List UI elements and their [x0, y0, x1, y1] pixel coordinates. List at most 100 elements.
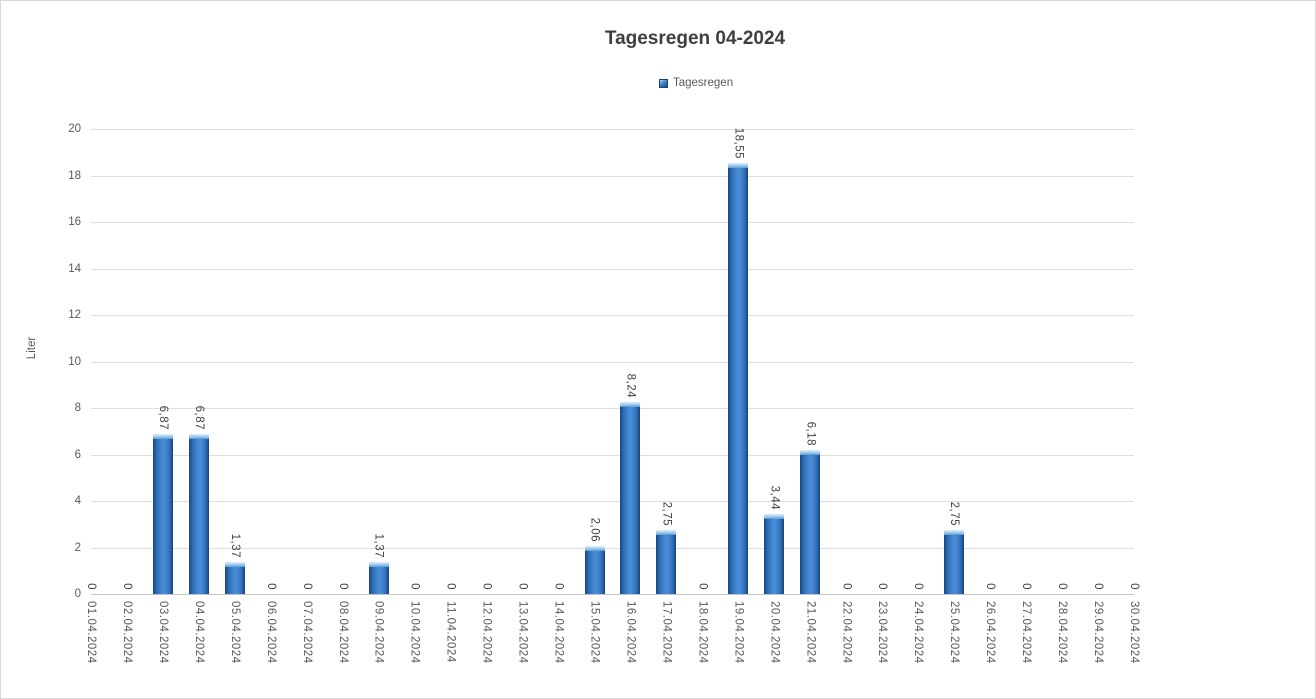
data-label: 1,37	[228, 533, 241, 559]
data-label: 0	[912, 583, 925, 590]
data-label: 0	[840, 583, 853, 590]
data-label: 0	[444, 583, 457, 590]
data-label: 0	[300, 583, 313, 590]
x-axis-tick-label: 12.04.2024	[480, 601, 493, 664]
x-axis-tick-label: 19.04.2024	[732, 601, 745, 664]
gridline	[91, 315, 1134, 316]
data-label: 0	[1056, 583, 1069, 590]
x-axis-tick-label: 27.04.2024	[1020, 601, 1033, 664]
bar-top-highlight	[620, 402, 641, 408]
x-axis-tick-label: 21.04.2024	[804, 601, 817, 664]
x-axis-tick-label: 24.04.2024	[912, 601, 925, 664]
gridline	[91, 129, 1134, 130]
x-axis-tick-label: 18.04.2024	[696, 601, 709, 664]
bar-top-highlight	[584, 546, 605, 552]
x-axis-tick-label: 22.04.2024	[840, 601, 853, 664]
x-axis-tick-label: 15.04.2024	[588, 601, 601, 664]
data-label: 8,24	[624, 374, 637, 399]
y-axis-title: Liter	[26, 336, 38, 360]
bar-top-highlight	[944, 530, 965, 536]
data-label: 0	[1128, 583, 1140, 590]
bar-top-highlight	[152, 434, 173, 440]
data-label: 0	[408, 583, 421, 590]
x-axis-tick-label: 29.04.2024	[1092, 601, 1105, 664]
bar-top-highlight	[368, 562, 389, 568]
data-label: 0	[516, 583, 529, 590]
y-axis-tick-label: 0	[74, 588, 81, 600]
data-label: 1,37	[372, 533, 385, 559]
x-axis-tick-label: 28.04.2024	[1056, 601, 1069, 664]
bar[interactable]	[584, 546, 605, 594]
bar-top-highlight	[728, 162, 749, 168]
bar[interactable]	[656, 530, 677, 594]
y-axis-tick-label: 10	[68, 355, 81, 368]
gridline	[91, 175, 1134, 177]
bar-top-highlight	[188, 434, 209, 440]
x-axis-tick-label: 06.04.2024	[264, 601, 277, 664]
data-label: 0	[876, 583, 889, 590]
x-axis-tick-label: 02.04.2024	[120, 601, 133, 664]
gridline	[91, 222, 1134, 223]
x-axis-tick-label: 16.04.2024	[624, 601, 637, 664]
data-label: 0	[336, 583, 349, 590]
x-axis-tick-label: 23.04.2024	[876, 601, 889, 664]
data-label: 0	[984, 583, 997, 590]
bar[interactable]	[620, 402, 641, 594]
data-label: 0	[120, 583, 133, 590]
x-axis-tick-label: 11.04.2024	[444, 601, 457, 663]
y-axis-tick-label: 14	[68, 262, 81, 275]
data-label: 0	[1092, 583, 1105, 590]
bar[interactable]	[800, 450, 821, 594]
y-axis-tick-label: 16	[68, 216, 81, 228]
gridline	[91, 268, 1134, 270]
chart-title: Tagesregen 04-2024	[604, 28, 786, 49]
x-axis-tick-label: 17.04.2024	[660, 601, 673, 664]
bar-top-highlight	[764, 514, 785, 520]
bar[interactable]	[152, 434, 173, 594]
gridline	[91, 454, 1134, 456]
data-label: 18,55	[732, 127, 745, 159]
x-axis-tick-label: 25.04.2024	[948, 601, 961, 664]
x-axis-tick-label: 08.04.2024	[336, 601, 349, 664]
x-axis-tick-label: 14.04.2024	[552, 601, 565, 664]
data-label: 0	[552, 583, 565, 590]
bar[interactable]	[764, 514, 785, 594]
data-label: 3,44	[768, 485, 781, 511]
data-label: 0	[1020, 583, 1033, 590]
x-axis-tick-label: 03.04.2024	[156, 601, 169, 664]
bar[interactable]	[224, 562, 245, 594]
data-label: 2,75	[660, 501, 673, 527]
data-label: 6,87	[156, 405, 169, 431]
data-label: 2,06	[588, 517, 601, 543]
bar-top-highlight	[800, 450, 821, 456]
y-axis-tick-label: 12	[68, 309, 81, 321]
gridline	[91, 501, 1134, 502]
x-axis-tick-label: 09.04.2024	[372, 601, 385, 664]
x-axis-tick-label: 05.04.2024	[228, 601, 241, 664]
x-axis-tick-label: 10.04.2024	[408, 601, 421, 664]
x-axis-tick-label: 30.04.2024	[1128, 601, 1140, 664]
gridline	[91, 361, 1134, 363]
x-axis-tick-label: 07.04.2024	[300, 601, 313, 664]
y-axis-tick-label: 2	[74, 541, 81, 554]
gridline	[91, 547, 1134, 549]
data-label: 2,75	[948, 501, 961, 527]
legend[interactable]: Tagesregen	[659, 77, 733, 89]
bar-top-highlight	[656, 530, 677, 536]
data-label: 0	[264, 583, 277, 590]
x-axis-line	[91, 594, 1134, 595]
bar[interactable]	[728, 162, 749, 594]
data-label: 0	[696, 583, 709, 590]
bar[interactable]	[188, 434, 209, 594]
legend-series-marker	[659, 78, 668, 88]
x-axis-tick-label: 13.04.2024	[516, 601, 529, 664]
bar-top-highlight	[224, 562, 245, 568]
data-label: 0	[480, 583, 493, 590]
y-axis-tick-label: 20	[68, 123, 81, 135]
bar[interactable]	[944, 530, 965, 594]
y-axis-tick-label: 8	[74, 402, 81, 414]
bar[interactable]	[368, 562, 389, 594]
data-label: 6,18	[804, 421, 817, 447]
y-axis-tick-label: 18	[68, 169, 81, 182]
y-axis-tick-label: 4	[74, 495, 81, 507]
